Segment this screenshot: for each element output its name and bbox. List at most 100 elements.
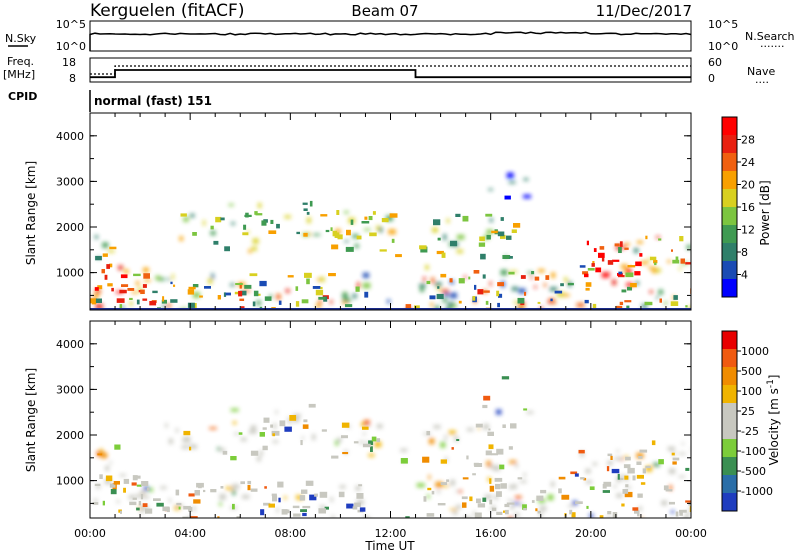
echo-cell xyxy=(560,283,564,287)
echo-cell xyxy=(256,456,261,462)
echo-cell xyxy=(685,305,688,308)
echo-cell xyxy=(487,431,494,436)
echo-cell xyxy=(368,453,375,457)
freq-panel: Freq. [MHz] 18 8 60 0 Nave .... xyxy=(3,55,775,86)
echo-cell xyxy=(620,474,624,478)
echo-cell xyxy=(589,486,595,490)
echo-cell xyxy=(625,486,631,489)
x-tick-label: 00:00 xyxy=(675,527,707,540)
power-panel: 1000 2000 3000 4000 Slant Range [km] 4 8 12 16… xyxy=(24,112,772,311)
echo-cell xyxy=(679,509,687,513)
echo-cell xyxy=(362,272,370,278)
echo-cell xyxy=(204,286,211,289)
echo-cell xyxy=(431,277,435,284)
echo-cell xyxy=(572,500,578,506)
echo-cell xyxy=(635,281,639,286)
echo-cell xyxy=(637,240,643,244)
x-tick-label: 20:00 xyxy=(575,527,607,540)
echo-cell xyxy=(489,478,492,484)
echo-cell xyxy=(550,298,553,302)
echo-cell xyxy=(619,301,624,305)
echo-cell xyxy=(107,283,113,287)
echo-cell xyxy=(621,503,625,507)
echo-cell xyxy=(495,483,501,490)
echo-cell xyxy=(499,464,505,470)
echo-cell xyxy=(472,296,476,301)
echo-cell xyxy=(440,289,446,293)
nave-line xyxy=(90,65,691,75)
echo-cell xyxy=(500,234,506,239)
echo-cell xyxy=(661,500,668,506)
echo-cell xyxy=(678,452,686,455)
echo-cell xyxy=(497,302,500,308)
echo-cell xyxy=(395,254,402,258)
echo-cell xyxy=(306,278,310,285)
echo-cell xyxy=(511,286,518,291)
echo-cell xyxy=(319,277,325,282)
echo-cell xyxy=(234,432,240,435)
echo-cell xyxy=(419,283,426,287)
echo-cell xyxy=(364,216,368,220)
echo-cell xyxy=(319,505,326,510)
echo-cell xyxy=(419,245,427,250)
echo-cell xyxy=(190,516,198,518)
echo-cell xyxy=(140,494,144,500)
echo-cell xyxy=(312,233,321,236)
echo-cell xyxy=(504,503,510,508)
echo-cell xyxy=(683,516,689,518)
echo-cell xyxy=(362,432,366,436)
echo-cell xyxy=(624,475,629,480)
echo-cell xyxy=(230,408,239,412)
echo-cell xyxy=(289,415,297,421)
echo-cell xyxy=(140,289,145,294)
echo-cell xyxy=(509,460,517,464)
echo-cell xyxy=(173,284,176,287)
echo-cell xyxy=(579,265,586,268)
echo-cell xyxy=(119,289,127,294)
echo-cell xyxy=(489,499,493,505)
echo-cell xyxy=(472,473,476,476)
echo-cell xyxy=(193,499,201,504)
echo-cell xyxy=(252,301,256,307)
echo-cell xyxy=(232,484,240,490)
echo-cell xyxy=(452,511,458,515)
y-tick-label: 2000 xyxy=(56,429,84,442)
echo-cell xyxy=(462,502,467,508)
echo-cell xyxy=(448,430,456,435)
echo-cell xyxy=(494,494,498,500)
echo-cell xyxy=(102,242,109,248)
echo-cell xyxy=(616,305,623,309)
echo-cell xyxy=(450,508,457,511)
echo-cell xyxy=(304,272,312,278)
echo-cell xyxy=(512,502,520,505)
echo-cell xyxy=(570,471,578,475)
colorbar-swatch xyxy=(722,243,737,262)
echo-cell xyxy=(575,501,583,504)
echo-cell xyxy=(508,181,516,184)
echo-cell xyxy=(599,246,605,250)
echo-cell xyxy=(188,286,196,290)
echo-cell xyxy=(244,284,252,289)
echo-cell xyxy=(134,494,142,498)
echo-cell xyxy=(142,284,147,288)
echo-cell xyxy=(93,294,99,299)
echo-cell xyxy=(111,287,114,292)
nave-right-tick-bottom: 0 xyxy=(708,72,715,85)
echo-cell xyxy=(654,262,657,266)
echo-cell xyxy=(331,455,339,459)
date-title: 11/Dec/2017 xyxy=(596,2,692,20)
echo-cell xyxy=(550,481,555,487)
echo-cell xyxy=(458,300,462,304)
echo-cell xyxy=(458,278,465,284)
echo-cell xyxy=(300,440,303,446)
echo-cell xyxy=(627,467,635,474)
nsky-panel: N.Sky 10^5 10^0 10^5 10^0 N.Search .....… xyxy=(5,18,795,53)
echo-cell xyxy=(105,475,113,482)
x-axis-label: Time UT xyxy=(364,539,415,553)
echo-cell xyxy=(143,267,149,273)
echo-cell xyxy=(494,477,503,482)
echo-cell xyxy=(611,468,620,474)
echo-cell xyxy=(690,467,691,470)
echo-cell xyxy=(264,486,267,489)
echo-cell xyxy=(584,273,589,278)
